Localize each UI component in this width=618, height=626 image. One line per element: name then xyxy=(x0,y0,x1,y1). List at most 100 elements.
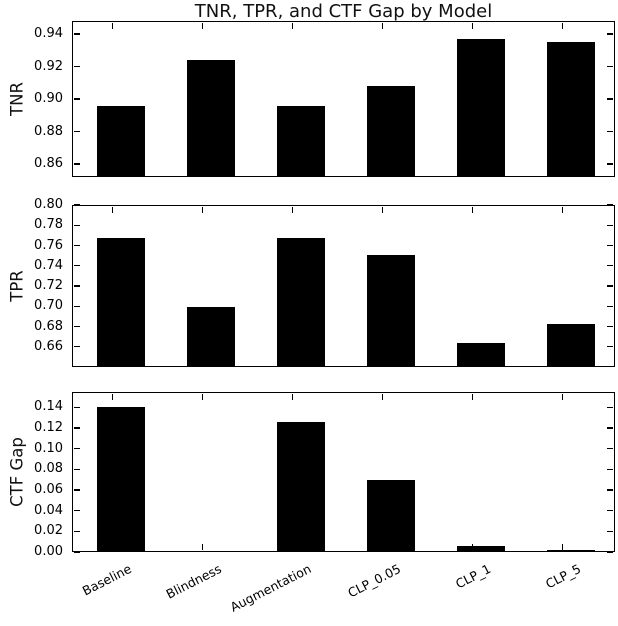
x-tickmark xyxy=(471,169,473,175)
x-tickmark xyxy=(471,23,473,29)
y-tickmark xyxy=(74,244,80,247)
bar-clp-5-tpr xyxy=(546,324,595,367)
x-tickmark xyxy=(561,207,563,213)
subplot-tpr-frame xyxy=(72,205,615,367)
x-tickmark xyxy=(201,359,204,365)
y-tickmark xyxy=(607,224,613,226)
y-tick-label: 0.70 xyxy=(34,298,63,314)
x-tickmark xyxy=(291,207,294,213)
y-tickmark xyxy=(607,325,613,328)
x-tickmark xyxy=(291,359,294,365)
y-tick-label: 0.94 xyxy=(34,26,63,42)
x-tick-label-augmentation: Augmentation xyxy=(227,561,314,615)
y-tickmark xyxy=(607,346,613,348)
y-tick-label: 0.72 xyxy=(34,278,63,294)
y-tickmark xyxy=(607,204,613,206)
y-tickmark xyxy=(74,65,80,68)
y-tick-label: 0.06 xyxy=(34,482,63,498)
x-tick-label-clp-5: CLP_5 xyxy=(543,561,584,592)
y-tick-label: 0.12 xyxy=(34,420,63,436)
y-tickmark xyxy=(74,468,80,471)
x-tickmark xyxy=(201,394,204,400)
x-tickmark xyxy=(291,169,294,175)
y-tick-label: 0.80 xyxy=(34,197,63,213)
x-tickmark xyxy=(201,544,204,550)
x-tickmark xyxy=(112,359,114,365)
x-tickmark xyxy=(561,394,563,400)
x-tickmark xyxy=(112,23,114,29)
y-tick-label: 0.68 xyxy=(34,318,63,334)
y-tick-label: 0.04 xyxy=(34,502,63,518)
subplot-ctf-gap-frame xyxy=(72,392,615,552)
y-tickmark xyxy=(74,285,80,287)
x-tick-label-baseline: Baseline xyxy=(79,561,134,599)
x-tickmark xyxy=(381,169,383,175)
y-tickmark xyxy=(607,530,613,532)
x-tickmark xyxy=(561,169,563,175)
x-tickmark xyxy=(291,394,294,400)
y-tickmark xyxy=(607,448,613,450)
x-tickmark xyxy=(112,544,114,550)
y-tick-label: 0.74 xyxy=(34,257,63,273)
y-tickmark xyxy=(607,468,613,471)
y-tickmark xyxy=(607,130,613,133)
y-tickmark xyxy=(74,448,80,450)
y-tick-label: 0.90 xyxy=(34,91,63,107)
x-tickmark xyxy=(112,394,114,400)
subplot-tnr-frame xyxy=(72,21,615,177)
y-tick-label: 0.02 xyxy=(34,523,63,539)
bar-baseline-tpr xyxy=(97,238,145,367)
y-tickmark xyxy=(74,530,80,532)
y-tickmark xyxy=(607,244,613,247)
y-tickmark xyxy=(607,305,613,307)
y-tick-label: 0.88 xyxy=(34,123,63,139)
y-tick-label: 0.08 xyxy=(34,461,63,477)
bar-clp-0-05-tnr xyxy=(366,86,415,177)
y-tick-label: 0.78 xyxy=(34,217,63,233)
y-tickmark xyxy=(607,510,613,512)
y-tickmark xyxy=(607,285,613,287)
y-tickmark xyxy=(607,65,613,68)
bar-clp-0-05-tpr xyxy=(366,254,415,367)
y-tick-label: 0.86 xyxy=(34,156,63,172)
y-tick-label: 0.10 xyxy=(34,440,63,456)
x-tick-label-clp-0-05: CLP_0.05 xyxy=(345,561,404,601)
x-tickmark xyxy=(381,207,383,213)
y-tickmark xyxy=(607,551,613,553)
bar-clp-1-ctf-gap xyxy=(456,545,505,552)
y-tickmark xyxy=(74,204,80,206)
x-tickmark xyxy=(291,23,294,29)
y-tickmark xyxy=(607,489,613,491)
y-tickmark xyxy=(74,510,80,512)
y-tickmark xyxy=(607,265,613,267)
y-tickmark xyxy=(74,98,80,100)
y-tickmark xyxy=(607,98,613,100)
y-tickmark xyxy=(607,406,613,409)
x-tickmark xyxy=(112,207,114,213)
x-tickmark xyxy=(201,169,204,175)
bar-augmentation-tnr xyxy=(276,105,325,177)
y-tickmark xyxy=(74,346,80,348)
x-tickmark xyxy=(471,544,473,550)
x-tickmark xyxy=(112,169,114,175)
y-tick-label: 0.66 xyxy=(34,338,63,354)
x-tickmark xyxy=(561,359,563,365)
x-tickmark xyxy=(471,359,473,365)
bar-clp-1-tnr xyxy=(456,38,505,177)
x-tickmark xyxy=(381,23,383,29)
y-tick-label: 0.00 xyxy=(34,544,63,560)
y-tickmark xyxy=(607,427,613,429)
y-tickmark xyxy=(74,406,80,409)
y-tickmark xyxy=(74,33,80,35)
y-tickmark xyxy=(74,427,80,429)
y-tick-label: 0.92 xyxy=(34,58,63,74)
y-tickmark xyxy=(607,33,613,35)
x-tickmark xyxy=(471,394,473,400)
x-tickmark xyxy=(201,23,204,29)
bar-baseline-tnr xyxy=(97,105,145,177)
y-tickmark xyxy=(74,224,80,226)
y-tickmark xyxy=(74,265,80,267)
x-tickmark xyxy=(381,544,383,550)
x-tick-label-blindness: Blindness xyxy=(163,561,224,602)
